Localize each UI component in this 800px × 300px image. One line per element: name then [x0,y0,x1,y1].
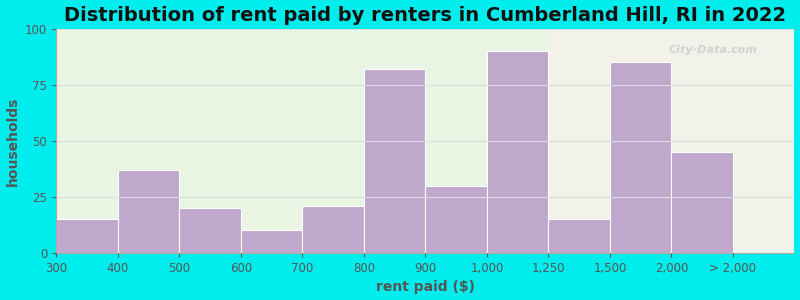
Bar [549,219,610,253]
Bar [241,230,302,253]
Bar [179,208,241,253]
Bar [426,186,487,253]
Bar [364,69,426,253]
Title: Distribution of rent paid by renters in Cumberland Hill, RI in 2022: Distribution of rent paid by renters in … [64,6,786,25]
Bar [302,206,364,253]
Bar [56,29,549,253]
Y-axis label: households: households [6,96,19,186]
Bar [671,152,733,253]
Bar [487,51,549,253]
Bar [610,62,671,253]
Bar [118,170,179,253]
Text: City-Data.com: City-Data.com [669,45,758,55]
Bar [56,219,118,253]
X-axis label: rent paid ($): rent paid ($) [376,280,475,294]
